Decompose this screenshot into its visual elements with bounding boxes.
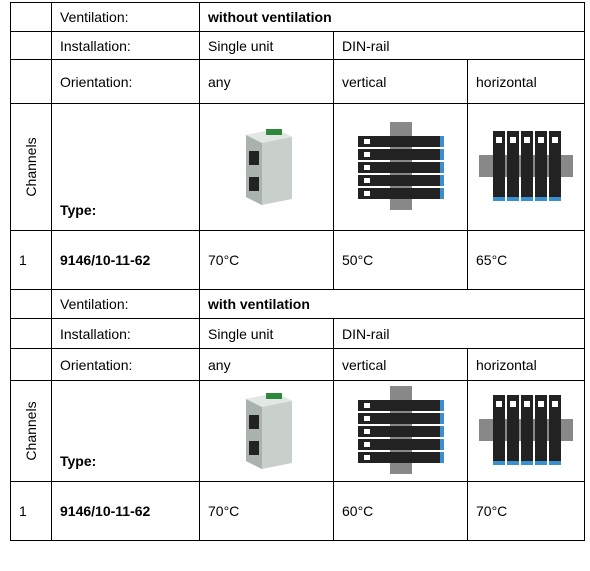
ventilation-label: Ventilation: bbox=[52, 3, 200, 32]
installation-value: Single unit bbox=[200, 319, 334, 349]
image-cell bbox=[200, 104, 334, 231]
installation-label: Installation: bbox=[52, 319, 200, 349]
temperature: 65°C bbox=[468, 231, 585, 290]
table-row: Channels Type: bbox=[11, 381, 585, 482]
installation-value: DIN-rail bbox=[334, 32, 585, 60]
orientation-label: Orientation: bbox=[52, 349, 200, 381]
orientation-value: horizontal bbox=[468, 60, 585, 104]
ventilation-value: with ventilation bbox=[200, 290, 585, 319]
horizontal-rail-icon bbox=[479, 393, 573, 467]
type-label: Type: bbox=[52, 381, 200, 482]
orientation-value: any bbox=[200, 349, 334, 381]
orientation-value: vertical bbox=[334, 60, 468, 104]
temperature: 70°C bbox=[468, 482, 585, 541]
type-label: Type: bbox=[52, 104, 200, 231]
table-row: Ventilation:with ventilation bbox=[11, 290, 585, 319]
table-row: Ventilation:without ventilation bbox=[11, 3, 585, 32]
image-cell bbox=[468, 381, 585, 482]
temperature: 60°C bbox=[334, 482, 468, 541]
single-unit-icon bbox=[236, 389, 298, 471]
channels-value: 1 bbox=[11, 231, 52, 290]
empty-cell bbox=[11, 3, 52, 32]
temperature: 70°C bbox=[200, 231, 334, 290]
empty-cell bbox=[11, 319, 52, 349]
table-row: Channels Type: bbox=[11, 104, 585, 231]
image-cell bbox=[200, 381, 334, 482]
installation-value: DIN-rail bbox=[334, 319, 585, 349]
orientation-value: any bbox=[200, 60, 334, 104]
channels-cell: Channels bbox=[11, 104, 52, 231]
empty-cell bbox=[11, 60, 52, 104]
type-value: 9146/10-11-62 bbox=[52, 231, 200, 290]
channels-value: 1 bbox=[11, 482, 52, 541]
horizontal-rail-icon bbox=[479, 129, 573, 203]
image-cell bbox=[468, 104, 585, 231]
temperature: 70°C bbox=[200, 482, 334, 541]
single-unit-icon bbox=[236, 125, 298, 207]
channels-label: Channels bbox=[23, 137, 39, 196]
empty-cell bbox=[11, 32, 52, 60]
vertical-rail-icon bbox=[354, 122, 448, 210]
orientation-label: Orientation: bbox=[52, 60, 200, 104]
temperature: 50°C bbox=[334, 231, 468, 290]
vertical-rail-icon bbox=[354, 386, 448, 474]
channels-cell: Channels bbox=[11, 381, 52, 482]
empty-cell bbox=[11, 290, 52, 319]
empty-cell bbox=[11, 349, 52, 381]
installation-value: Single unit bbox=[200, 32, 334, 60]
page: {"sections": [ {"ventilation_label": "Ve… bbox=[0, 0, 590, 571]
image-cell bbox=[334, 381, 468, 482]
orientation-value: horizontal bbox=[468, 349, 585, 381]
ventilation-label: Ventilation: bbox=[52, 290, 200, 319]
orientation-value: vertical bbox=[334, 349, 468, 381]
channels-label: Channels bbox=[23, 401, 39, 460]
ventilation-value: without ventilation bbox=[200, 3, 585, 32]
installation-label: Installation: bbox=[52, 32, 200, 60]
image-cell bbox=[334, 104, 468, 231]
type-value: 9146/10-11-62 bbox=[52, 482, 200, 541]
